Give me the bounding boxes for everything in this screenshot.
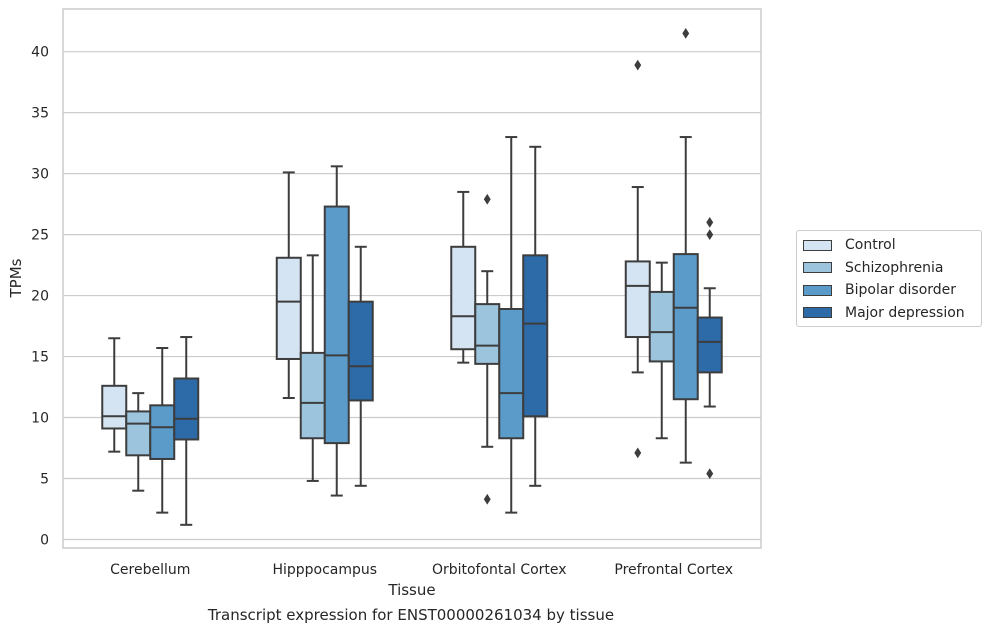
legend: Control Schizophrenia Bipolar disorder Majo… [796,230,982,327]
gridlines [63,51,761,541]
outlier-point [483,193,491,205]
outlier-point [706,468,714,479]
box [173,336,200,526]
series-control [101,59,651,459]
legend-swatch [803,307,832,319]
outlier-point [634,447,642,459]
x-tick-label: Cerebellum [110,562,190,578]
chart-caption: Transcript expression for ENST0000026103… [207,606,615,624]
legend-label: Schizophrenia [845,259,944,276]
box-body [347,300,374,402]
box [450,190,477,364]
y-axis-label: TPMs [7,258,25,298]
box [149,347,176,514]
box [696,217,723,479]
box-body [125,410,152,457]
box-body [323,205,350,445]
box [498,136,525,514]
x-tick-label: Prefrontal Cortex [614,562,733,578]
outlier-point [706,217,714,228]
y-tick-label: 5 [40,471,49,487]
box [101,337,128,453]
box-body [672,253,699,401]
x-tick-label: Orbitofontal Cortex [432,562,567,578]
box [275,171,302,400]
box-body [498,307,525,440]
box-body [149,404,176,460]
box-body [474,303,501,365]
box [648,261,675,440]
y-tick-labels: 0 5 10 15 20 25 30 35 40 [31,45,49,549]
box [522,145,549,487]
y-tick-label: 25 [31,228,49,244]
y-tick-label: 15 [31,350,49,366]
box [624,59,651,459]
outlier-point [634,59,642,71]
box-body [522,254,549,418]
legend-item: Major depression [797,302,981,325]
x-tick-labels: Cerebellum Hipppocampus Orbitofontal Corte… [110,562,733,578]
box-series [101,28,723,526]
legend-item: Bipolar disorder [797,279,981,302]
legend-item: Control [797,234,981,257]
plot-area [62,8,762,549]
legend-swatch [803,262,832,274]
legend-swatch [803,284,832,296]
legend-swatch [803,239,832,251]
box [347,245,374,487]
legend-label: Control [845,237,896,254]
outlier-point [682,28,690,39]
y-tick-label: 0 [40,532,49,548]
y-tick-label: 35 [31,106,49,122]
box-body [450,245,477,351]
series-major-depression [173,145,723,526]
series-bipolar-disorder [149,28,699,514]
x-tick-label: Hipppocampus [272,562,377,578]
legend-label: Major depression [845,304,965,321]
box-body [696,316,723,374]
series-schizophrenia [125,193,675,505]
x-axis-label: Tissue [387,581,435,599]
y-tick-label: 40 [31,45,49,61]
box-body [624,260,651,339]
legend-label: Bipolar disorder [845,282,957,299]
box-body [173,377,200,441]
outlier-point [483,493,491,505]
box-body [101,384,128,430]
legend-item: Schizophrenia [797,257,981,280]
box-body [275,256,302,360]
outlier-point [706,229,714,240]
y-tick-label: 10 [31,411,49,427]
y-tick-label: 30 [31,167,49,183]
box-body [299,351,326,440]
box-body [648,290,675,363]
y-tick-label: 20 [31,289,49,305]
